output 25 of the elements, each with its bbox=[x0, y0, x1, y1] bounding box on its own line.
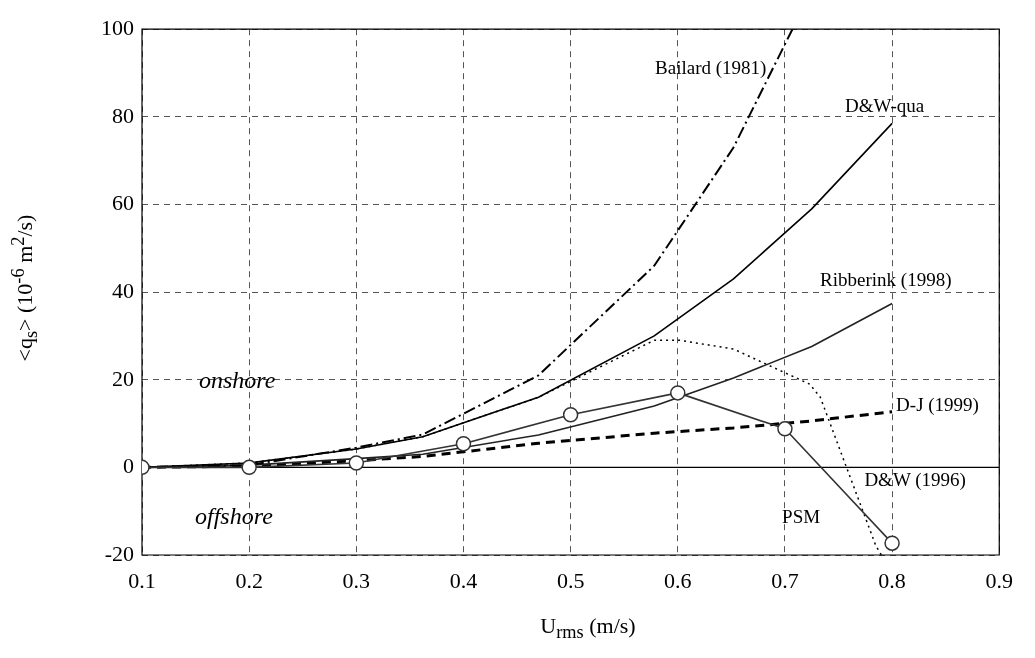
y-tick-label: 0 bbox=[123, 453, 134, 479]
x-tick-label: 0.6 bbox=[664, 567, 692, 593]
y-tick-label: 80 bbox=[112, 102, 134, 128]
series-label: D&W (1996) bbox=[864, 468, 966, 491]
x-tick-label: 0.9 bbox=[985, 567, 1013, 593]
series-label: PSM bbox=[782, 506, 821, 528]
x-tick-label: 0.7 bbox=[771, 567, 799, 593]
x-tick-label: 0.4 bbox=[449, 567, 478, 593]
series-label: D-J (1999) bbox=[896, 393, 979, 416]
x-tick-label: 0.2 bbox=[235, 567, 263, 593]
x-tick-label: 0.8 bbox=[878, 567, 906, 593]
y-tick-label: 20 bbox=[112, 365, 134, 391]
y-tick-label: 40 bbox=[112, 277, 134, 303]
series-label: Bailard (1981) bbox=[655, 57, 767, 80]
x-axis-title: U$_{rms}$ (m/s) bbox=[539, 613, 637, 644]
x-tick-label: 0.3 bbox=[342, 567, 371, 593]
annotation: offshore bbox=[195, 502, 274, 529]
y-tick-label: 100 bbox=[101, 14, 134, 40]
y-tick-label: -20 bbox=[104, 540, 134, 566]
x-tick-label: 0.1 bbox=[128, 567, 156, 593]
y-tick-label: 60 bbox=[112, 190, 134, 216]
annotation: onshore bbox=[199, 366, 276, 393]
series-label: Ribberink (1998) bbox=[820, 269, 952, 292]
x-tick-label: 0.5 bbox=[556, 567, 585, 593]
series-label: D&W-qua bbox=[845, 95, 925, 117]
